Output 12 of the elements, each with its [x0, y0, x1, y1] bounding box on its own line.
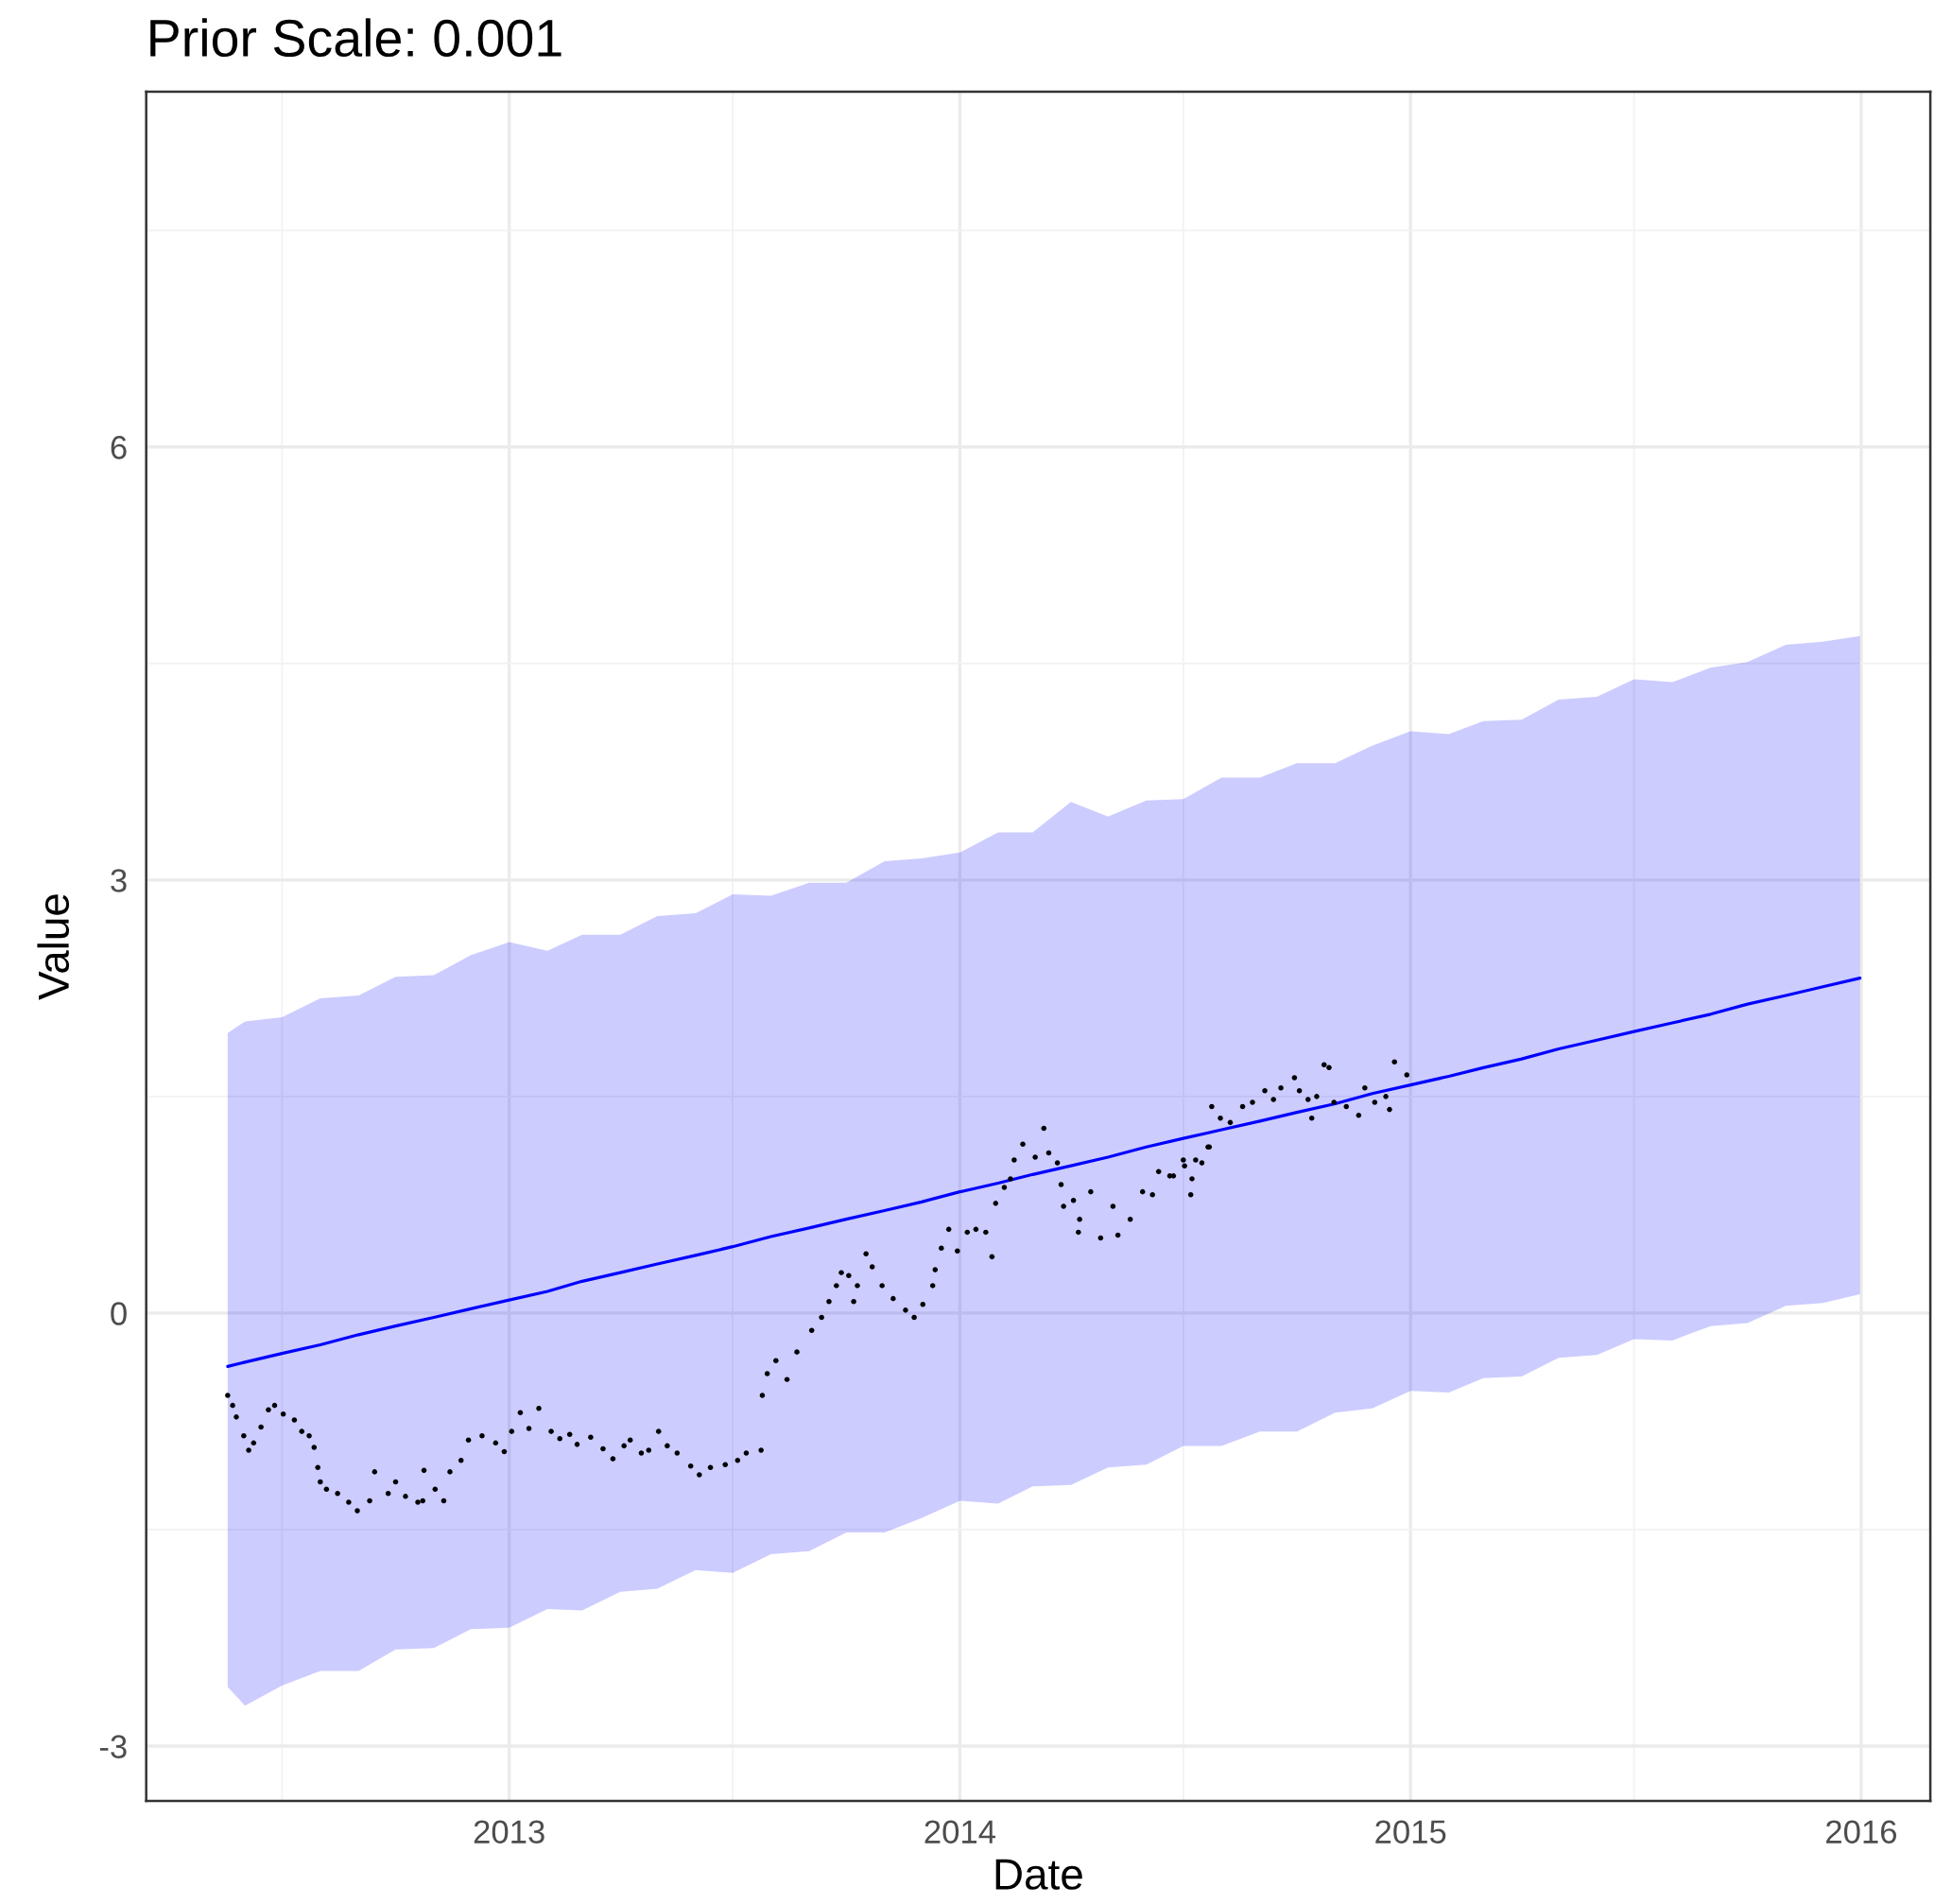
y-tick-label: -3 — [99, 1735, 127, 1758]
x-tick-label: 2015 — [1375, 1820, 1446, 1843]
chart-title: Prior Scale: 0.001 — [150, 18, 561, 58]
x-tick-label: 2013 — [474, 1820, 544, 1843]
line-series — [226, 977, 1862, 1369]
y-axis-title: Value — [37, 894, 70, 1000]
x-tick-label: 2014 — [924, 1820, 996, 1843]
x-axis-title: Date — [995, 1859, 1082, 1890]
x-tick-label: 2016 — [1826, 1820, 1897, 1843]
y-tick-label: 3 — [111, 869, 127, 892]
y-tick-label: 6 — [111, 436, 127, 459]
y-tick-label: 0 — [111, 1302, 127, 1325]
